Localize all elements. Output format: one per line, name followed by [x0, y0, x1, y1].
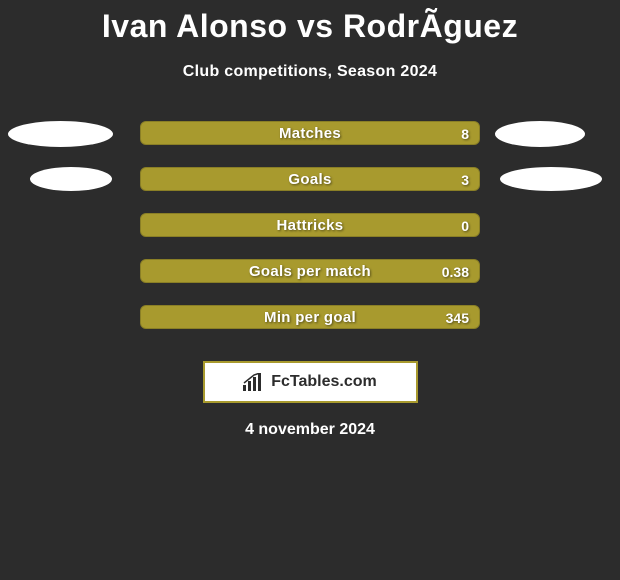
decorative-ellipse	[500, 167, 602, 191]
subtitle: Club competitions, Season 2024	[0, 63, 620, 81]
decorative-ellipse	[8, 121, 113, 147]
date-text: 4 november 2024	[0, 421, 620, 439]
badge-text: FcTables.com	[271, 373, 377, 391]
stat-row: Min per goal 345	[0, 305, 620, 351]
stats-rows: Matches 8 Goals 3 Hattricks 0 Goals per match 0…	[0, 121, 620, 351]
stat-value: 0	[461, 214, 469, 238]
stat-label: Matches	[279, 125, 341, 142]
stat-row: Goals 3	[0, 167, 620, 213]
decorative-ellipse	[495, 121, 585, 147]
stat-label: Min per goal	[264, 309, 356, 326]
page-title: Ivan Alonso vs RodrÃ­guez	[0, 8, 620, 45]
stat-bar: Goals per match 0.38	[140, 259, 480, 283]
stat-bar: Matches 8	[140, 121, 480, 145]
chart-icon	[243, 373, 265, 391]
decorative-ellipse	[30, 167, 112, 191]
site-badge: FcTables.com	[203, 361, 418, 403]
stat-value: 8	[461, 122, 469, 146]
stat-bar: Goals 3	[140, 167, 480, 191]
stat-label: Goals	[288, 171, 331, 188]
stat-label: Goals per match	[249, 263, 371, 280]
stat-bar: Hattricks 0	[140, 213, 480, 237]
stat-label: Hattricks	[277, 217, 344, 234]
stat-row: Goals per match 0.38	[0, 259, 620, 305]
infographic-container: Ivan Alonso vs RodrÃ­guez Club competiti…	[0, 0, 620, 439]
stat-value: 0.38	[442, 260, 469, 284]
stat-bar: Min per goal 345	[140, 305, 480, 329]
stat-row: Matches 8	[0, 121, 620, 167]
stat-value: 345	[446, 306, 469, 330]
stat-value: 3	[461, 168, 469, 192]
stat-row: Hattricks 0	[0, 213, 620, 259]
